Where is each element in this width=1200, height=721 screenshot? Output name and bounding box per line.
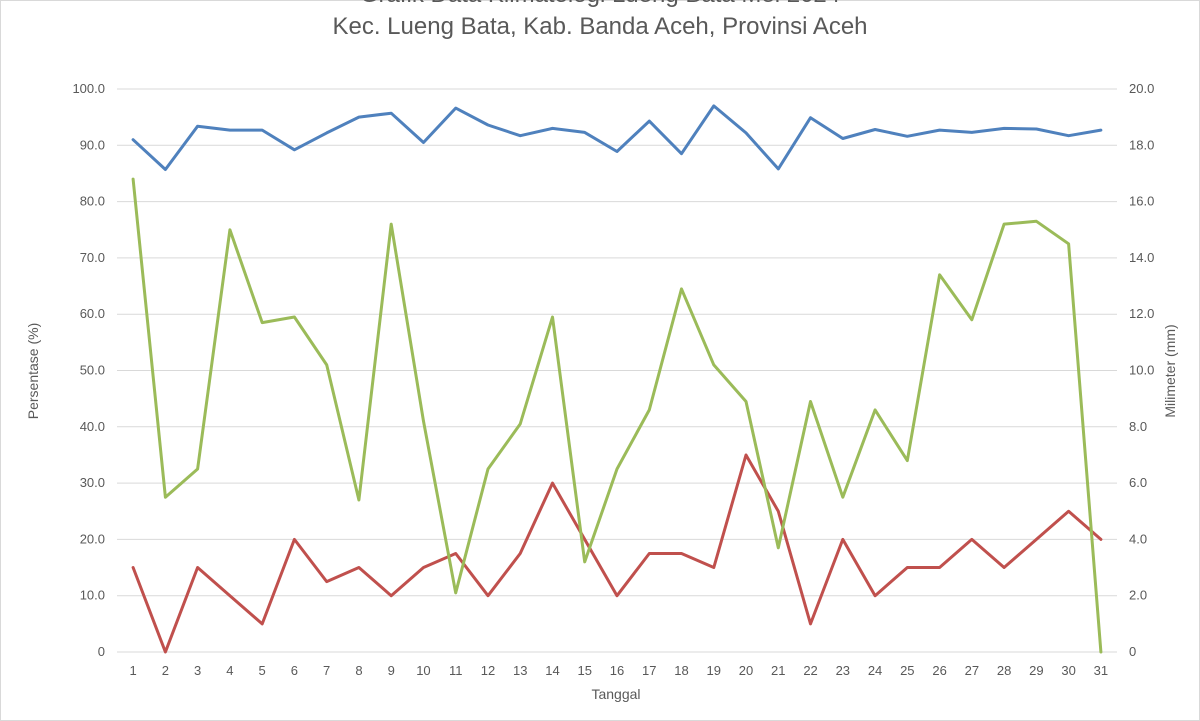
y-tick-label: 50.0 (80, 363, 105, 378)
y-axis-left: 0 10.0 20.0 30.0 40.0 50.0 60.0 70.0 80.0 90.0 100… (72, 81, 105, 659)
chart-title: Grafik Data Klimatologi Lueng Bata Mei 2… (360, 0, 840, 8)
y-tick-label: 80.0 (80, 194, 105, 209)
y2-tick-label: 16.0 (1129, 194, 1154, 209)
x-tick-label: 27 (965, 663, 979, 678)
y2-tick-label: 14.0 (1129, 250, 1154, 265)
x-tick-label: 12 (481, 663, 495, 678)
series-lines (131, 104, 1103, 654)
x-tick-label: 24 (868, 663, 882, 678)
y-tick-label: 90.0 (80, 137, 105, 152)
y-axis-label: Persentase (%) (25, 323, 41, 419)
x-tick-label: 26 (932, 663, 946, 678)
y-tick-label: 70.0 (80, 250, 105, 265)
y2-axis-label: Milimeter (mm) (1162, 324, 1178, 417)
x-tick-label: 30 (1061, 663, 1075, 678)
x-tick-label: 19 (707, 663, 721, 678)
y-axis-right: 0 2.0 4.0 6.0 8.0 10.0 12.0 14.0 16.0 18.0 20.0 (1129, 81, 1154, 659)
x-tick-label: 17 (642, 663, 656, 678)
x-tick-label: 11 (449, 663, 463, 678)
chart-subtitle: Kec. Lueng Bata, Kab. Banda Aceh, Provin… (332, 13, 867, 40)
x-axis-label: Tanggal (591, 686, 640, 702)
y-tick-label: 40.0 (80, 419, 105, 434)
gridlines (117, 88, 1117, 653)
x-tick-label: 29 (1029, 663, 1043, 678)
y-tick-label: 30.0 (80, 475, 105, 490)
x-tick-label: 6 (291, 663, 298, 678)
x-tick-label: 4 (226, 663, 233, 678)
x-tick-label: 18 (674, 663, 688, 678)
x-tick-label: 9 (388, 663, 395, 678)
y-tick-label: 10.0 (80, 588, 105, 603)
x-tick-label: 10 (416, 663, 430, 678)
x-tick-label: 1 (130, 663, 137, 678)
x-tick-label: 3 (194, 663, 201, 678)
x-tick-label: 16 (610, 663, 624, 678)
y-tick-label: 100.0 (72, 81, 105, 96)
x-tick-label: 20 (739, 663, 753, 678)
x-tick-label: 31 (1094, 663, 1108, 678)
x-tick-label: 22 (803, 663, 817, 678)
y-tick-label: 20.0 (80, 531, 105, 546)
y2-tick-label: 10.0 (1129, 363, 1154, 378)
x-tick-label: 25 (900, 663, 914, 678)
x-tick-label: 8 (355, 663, 362, 678)
y-tick-label: 0 (98, 644, 105, 659)
x-tick-label: 14 (545, 663, 559, 678)
x-tick-label: 5 (259, 663, 266, 678)
y2-tick-label: 8.0 (1129, 419, 1147, 434)
y2-tick-label: 12.0 (1129, 306, 1154, 321)
x-axis: 1 2 3 4 5 6 7 8 9 10 11 12 13 14 15 16 17 18 19 20 21 22 23 24 2… (130, 663, 1109, 678)
series-line-1 (131, 104, 1103, 171)
y2-tick-label: 6.0 (1129, 475, 1147, 490)
y2-tick-label: 2.0 (1129, 588, 1147, 603)
x-tick-label: 2 (162, 663, 169, 678)
x-tick-label: 13 (513, 663, 527, 678)
y2-tick-label: 0 (1129, 644, 1136, 659)
y2-tick-label: 4.0 (1129, 531, 1147, 546)
series-line-2 (131, 453, 1103, 654)
y2-tick-label: 20.0 (1129, 81, 1154, 96)
y-tick-label: 60.0 (80, 306, 105, 321)
y2-tick-label: 18.0 (1129, 137, 1154, 152)
x-tick-label: 15 (578, 663, 592, 678)
x-tick-label: 21 (771, 663, 785, 678)
x-tick-label: 23 (836, 663, 850, 678)
x-tick-label: 28 (997, 663, 1011, 678)
series-line-3 (131, 177, 1103, 654)
x-tick-label: 7 (323, 663, 330, 678)
